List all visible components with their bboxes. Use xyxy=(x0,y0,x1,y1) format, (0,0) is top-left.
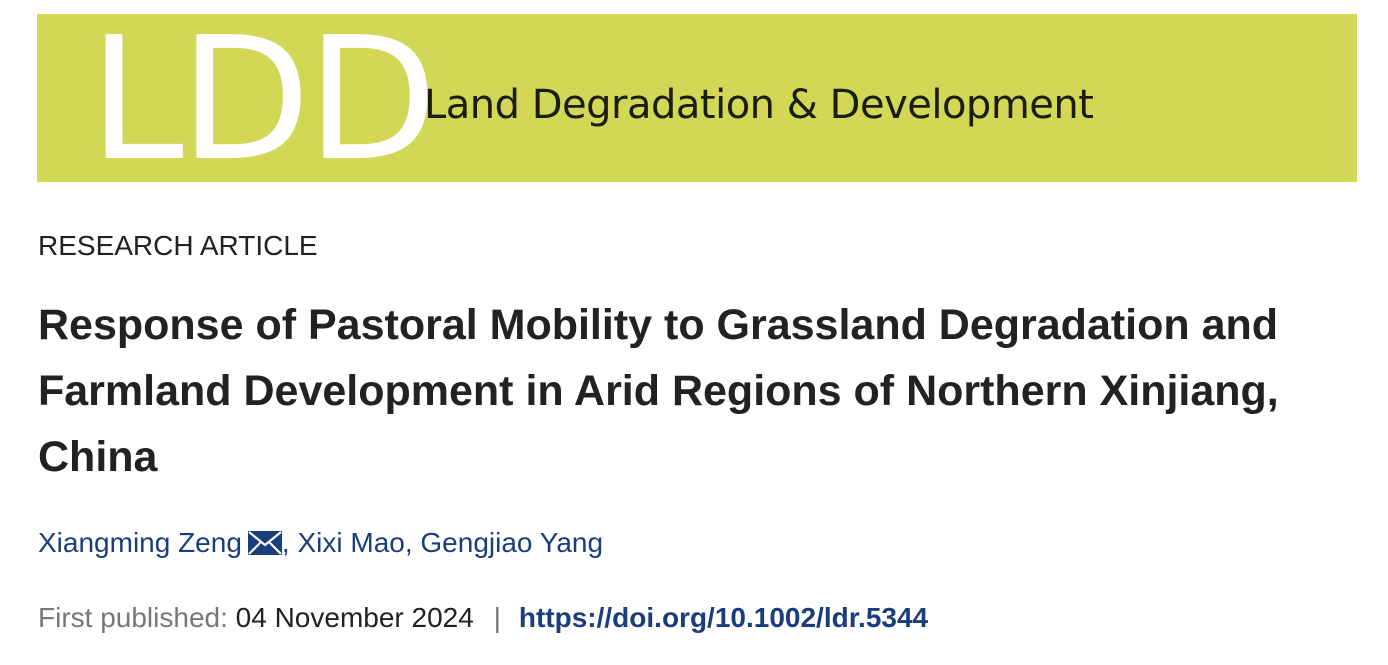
article-title: Response of Pastoral Mobility to Grassla… xyxy=(38,301,1279,481)
author-list: Xiangming Zeng, Xixi Mao, Gengjiao Yang xyxy=(38,527,604,558)
published-date: 04 November 2024 xyxy=(235,602,474,633)
journal-banner[interactable]: LDD Land Degradation & Development xyxy=(37,1,1357,199)
author-link[interactable]: Xixi Mao xyxy=(297,527,405,558)
publication-info: First published: 04 November 2024 | https… xyxy=(38,602,928,634)
journal-logo: LDD xyxy=(89,1,438,199)
journal-name: Land Degradation & Development xyxy=(424,82,1094,128)
envelope-icon[interactable] xyxy=(247,531,282,555)
doi-link[interactable]: https://doi.org/10.1002/ldr.5344 xyxy=(518,602,929,633)
published-label: First published: xyxy=(38,602,228,633)
author-link[interactable]: Xiangming Zeng xyxy=(38,527,242,558)
article-type: RESEARCH ARTICLE xyxy=(38,230,318,261)
separator: | xyxy=(493,602,501,633)
author-link[interactable]: Gengjiao Yang xyxy=(420,527,604,558)
